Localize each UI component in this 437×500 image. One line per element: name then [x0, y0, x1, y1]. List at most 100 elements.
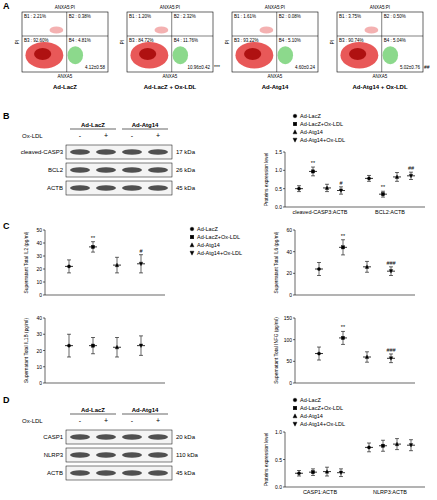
- y-tick: [43, 383, 45, 384]
- quadrant-label: B2 : 0.50%: [384, 14, 406, 19]
- blot-band: [96, 167, 116, 173]
- error-cap: [317, 360, 321, 361]
- blot-band: [122, 470, 142, 476]
- legend-marker: [190, 243, 194, 247]
- plot-marks: [315, 240, 395, 276]
- y-tick-label: 40: [36, 315, 42, 321]
- event-cloud: [130, 42, 168, 68]
- error-cap: [395, 181, 399, 182]
- significance: **: [91, 235, 96, 241]
- panel-label: A: [3, 1, 10, 11]
- blot-band: [96, 452, 116, 458]
- treatment-sign: +: [156, 132, 160, 139]
- legend-label: Ad-Atg14+Ox-LDL: [300, 137, 345, 143]
- quadrant-line: [127, 36, 213, 37]
- mean-marker: [67, 265, 70, 268]
- error-cap: [365, 351, 369, 352]
- blot-band: [96, 149, 116, 155]
- y-tick: [43, 282, 45, 283]
- quadrant-label: B1 : 2.21%: [24, 14, 46, 19]
- figure: ABCDANXA5:PIB1 : 2.21%B2 : 0.38%B3 : 92.…: [0, 0, 437, 500]
- significance: ##: [424, 64, 430, 70]
- error-cap: [409, 179, 413, 180]
- blot-band: [96, 470, 116, 476]
- y-tick: [283, 170, 285, 171]
- legend-label: Ad-Atg14+Ox-LDL: [197, 250, 242, 256]
- error-cap: [365, 362, 369, 363]
- error-cap: [297, 476, 301, 477]
- blot-header: Ad-LacZ: [81, 122, 105, 128]
- quadrant-label: B4 : 4.81%: [69, 38, 91, 43]
- legend-marker: [190, 251, 194, 255]
- axis-label: PI: [120, 40, 125, 44]
- treatment-sign: -: [131, 132, 134, 139]
- x-axis: [295, 295, 415, 296]
- event-cloud: [260, 26, 274, 33]
- legend-marker: [190, 227, 194, 231]
- error-cap: [381, 451, 385, 452]
- y-tick-label: 0: [39, 380, 42, 386]
- plot-title: ANXA5:PI: [160, 5, 180, 10]
- error-cap: [311, 175, 315, 176]
- error-cap: [91, 252, 95, 253]
- axis-label: ANXA5: [268, 74, 283, 79]
- plot-title: ANXA5:PI: [370, 5, 390, 10]
- blot-row-label: NLRP3: [44, 452, 64, 458]
- treatment-sign: +: [104, 132, 108, 139]
- mean-marker: [311, 471, 314, 474]
- event-cloud: [50, 26, 64, 33]
- blot-row-label: cleaved-CASP3: [21, 149, 64, 155]
- event-cloud: [278, 46, 293, 64]
- error-bar: [311, 167, 315, 176]
- quadrant-label: B2 : 0.38%: [69, 14, 91, 19]
- error-cap: [365, 261, 369, 262]
- y-tick: [293, 295, 295, 296]
- group-label: Ad-LacZ: [53, 84, 77, 90]
- y-tick-label: 50: [286, 358, 292, 364]
- plot-frame: [127, 12, 213, 72]
- error-cap: [67, 334, 71, 335]
- legend-marker: [293, 122, 297, 126]
- mean-marker: [365, 265, 369, 269]
- error-cap: [67, 272, 71, 273]
- legend-marker: [190, 235, 194, 239]
- error-cap: [409, 450, 413, 451]
- mean-marker: [341, 336, 344, 339]
- y-tick: [283, 459, 285, 460]
- blot-band: [70, 434, 90, 440]
- mean-marker: [341, 246, 344, 249]
- y-tick: [293, 230, 295, 231]
- treatment-label: Ox-LDL: [22, 418, 43, 424]
- blot-band: [148, 185, 168, 191]
- error-cap: [367, 175, 371, 176]
- y-tick: [293, 318, 295, 319]
- y-tick: [283, 152, 285, 153]
- significance: ###: [386, 347, 396, 353]
- event-cloud: [173, 46, 188, 64]
- quadrant-line: [66, 12, 67, 72]
- y-tick: [293, 383, 295, 384]
- significance: #: [139, 248, 143, 254]
- axis-label: ANXA5: [58, 74, 73, 79]
- blot-band: [148, 470, 168, 476]
- blot-strip: [66, 466, 172, 480]
- quadrant-label: B4 : 11.76%: [174, 38, 198, 43]
- y-tick: [293, 273, 295, 274]
- y-tick: [283, 487, 285, 488]
- mean-marker: [115, 345, 119, 349]
- x-tick-label: cleaved-CASP3:ACTB: [292, 209, 347, 215]
- legend-label: Ad-LacZ+Ox-LDL: [197, 234, 240, 240]
- mean-marker: [317, 267, 320, 270]
- error-cap: [311, 468, 315, 469]
- legend-label: Ad-Atg14: [300, 129, 323, 135]
- stat-label: 10.96±0.42: [188, 65, 211, 70]
- error-cap: [409, 439, 413, 440]
- quadrant-label: B4 : 5.10%: [279, 38, 301, 43]
- error-bar: [381, 191, 385, 197]
- error-bar: [317, 347, 321, 360]
- error-cap: [139, 335, 143, 336]
- axis-label: PI: [225, 40, 230, 44]
- stat-label: 4.60±0.24: [295, 65, 315, 70]
- y-tick: [283, 432, 285, 433]
- legend-label: Ad-Atg14+Ox-LDL: [300, 421, 345, 427]
